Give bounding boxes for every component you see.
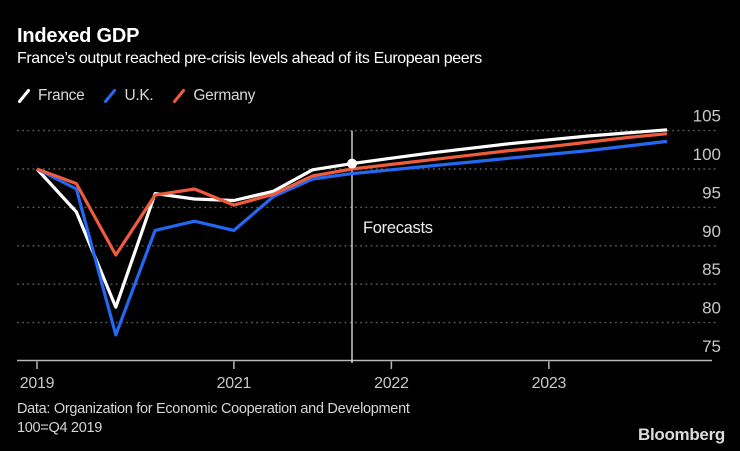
legend: France U.K. Germany [17, 87, 255, 105]
legend-label-france: France [38, 87, 85, 104]
legend-item-france: France [17, 87, 85, 105]
y-axis-label-75: 75 [702, 337, 721, 356]
chart-subtitle: France’s output reached pre-crisis level… [17, 50, 482, 67]
y-axis-label-85: 85 [702, 260, 721, 279]
index-note: 100=Q4 2019 [17, 420, 102, 436]
y-axis-label-100: 100 [693, 145, 721, 164]
y-axis-label-90: 90 [702, 222, 721, 241]
source-note: Data: Organization for Economic Cooperat… [17, 400, 410, 438]
line-slash-icon [104, 89, 117, 103]
x-axis-label-2021: 2021 [217, 375, 252, 392]
x-axis-label-2019: 2019 [20, 375, 55, 392]
series-line-germany [36, 132, 668, 257]
x-axis-label-2022: 2022 [374, 375, 409, 392]
france-forecast-marker-dot [347, 158, 357, 169]
source-line: Data: Organization for Economic Cooperat… [17, 401, 410, 417]
x-axis-label-2023: 2023 [532, 375, 567, 392]
legend-label-uk: U.K. [124, 87, 154, 104]
legend-item-uk: U.K. [103, 87, 154, 105]
legend-label-germany: Germany [193, 87, 256, 104]
y-axis-label-80: 80 [702, 299, 721, 318]
legend-item-germany: Germany [172, 87, 255, 105]
y-axis-label-95: 95 [702, 183, 721, 202]
bloomberg-logo: Bloomberg [637, 425, 725, 444]
y-axis-label-105: 105 [693, 107, 721, 126]
line-slash-icon [18, 89, 30, 103]
series-line-uk [36, 139, 668, 337]
forecast-label: Forecasts [363, 219, 433, 237]
chart-title: Indexed GDP [17, 25, 140, 47]
line-slash-icon [173, 89, 186, 103]
